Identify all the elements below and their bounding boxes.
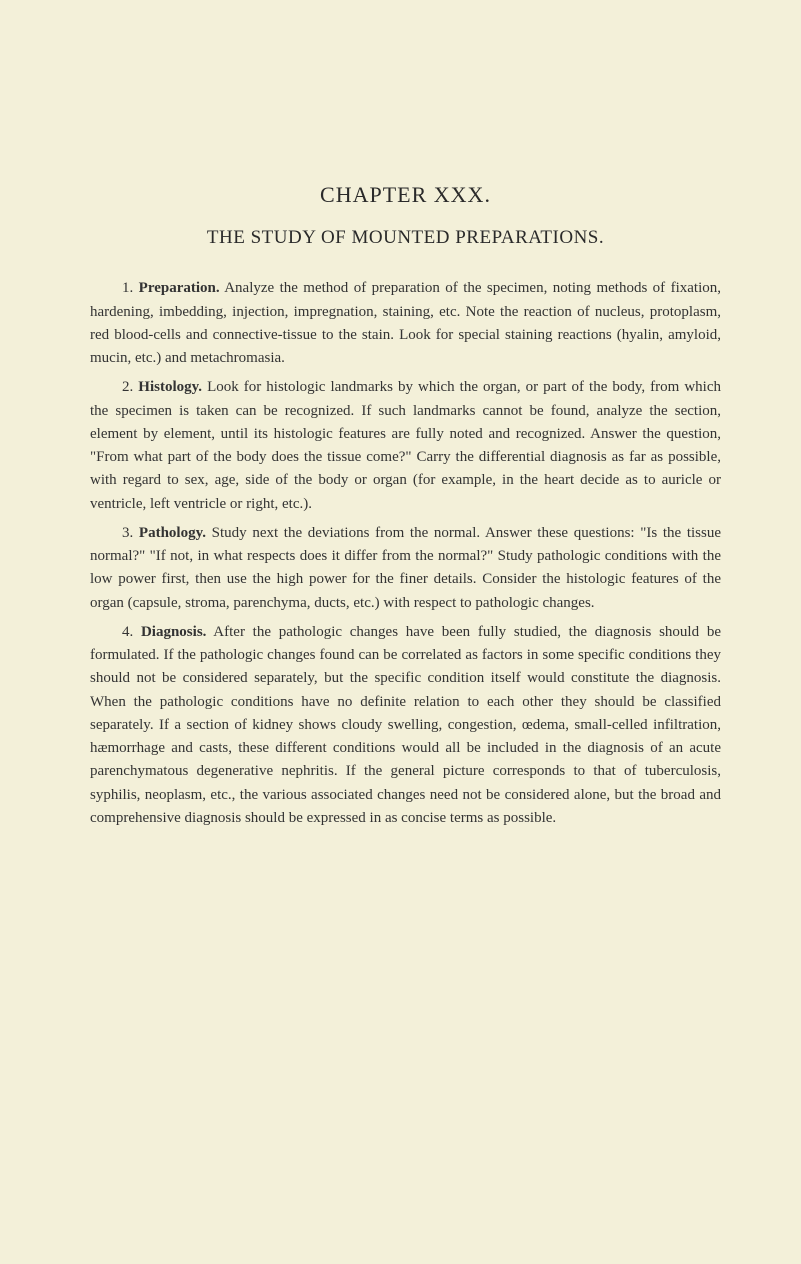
section-label: Histology. <box>138 379 202 395</box>
section-text: Look for histologic landmarks by which t… <box>90 379 721 511</box>
section-pathology: 3. Pathology. Study next the deviations … <box>90 522 721 615</box>
section-label: Preparation. <box>139 280 220 296</box>
section-text: After the pathologic changes have been f… <box>90 624 721 826</box>
section-number: 4. <box>122 624 133 640</box>
section-label: Diagnosis. <box>141 624 206 640</box>
section-number: 3. <box>122 525 133 541</box>
section-label: Pathology. <box>139 525 206 541</box>
section-number: 1. <box>122 280 133 296</box>
chapter-heading: CHAPTER XXX. <box>90 180 721 211</box>
section-preparation: 1. Preparation. Analyze the method of pr… <box>90 277 721 370</box>
section-number: 2. <box>122 379 133 395</box>
section-diagnosis: 4. Diagnosis. After the pathologic chang… <box>90 621 721 830</box>
section-histology: 2. Histology. Look for histologic landma… <box>90 376 721 516</box>
chapter-title: THE STUDY OF MOUNTED PREPARATIONS. <box>90 225 721 252</box>
